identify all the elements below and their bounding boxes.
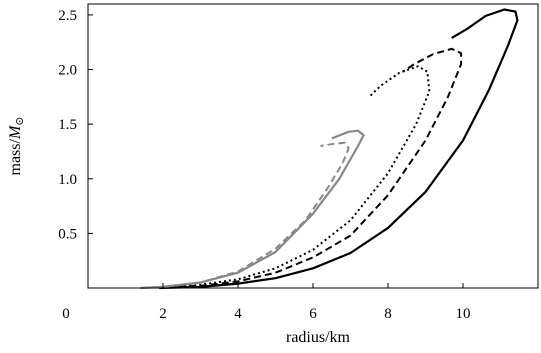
- y-tick-label: 1.5: [58, 117, 77, 133]
- x-tick-label: 10: [456, 306, 471, 322]
- x-tick-label: 0: [62, 306, 70, 322]
- series-line-5: [140, 141, 350, 289]
- y-axis-title-main: mass/: [7, 139, 24, 176]
- y-tick-label: 0.5: [58, 226, 77, 242]
- y-axis-title: mass/M⊙: [7, 117, 26, 176]
- series-layer: [140, 8, 519, 290]
- plot-frame: [87, 3, 539, 289]
- y-axis-title-subscript: ⊙: [14, 117, 26, 126]
- x-tick-label: 4: [234, 306, 242, 322]
- x-axis-title: radius/km: [286, 329, 351, 346]
- x-tick-label: 8: [384, 306, 392, 322]
- tick-labels-layer: 0 2 4 6 8 10 0.5 1.0 1.5 2.0 2.5: [58, 8, 470, 322]
- x-tick-label: 2: [159, 306, 167, 322]
- x-tick-label: 6: [309, 306, 317, 322]
- series-line-1: [159, 8, 519, 290]
- ticks-layer: [87, 14, 464, 288]
- y-axis-title-symbol: M: [7, 124, 24, 140]
- series-line-2: [166, 47, 463, 288]
- series-line-4: [140, 129, 365, 290]
- series-line-3: [174, 65, 431, 288]
- y-tick-label: 2.0: [58, 63, 77, 79]
- y-tick-label: 1.0: [58, 172, 77, 188]
- y-tick-label: 2.5: [58, 8, 77, 24]
